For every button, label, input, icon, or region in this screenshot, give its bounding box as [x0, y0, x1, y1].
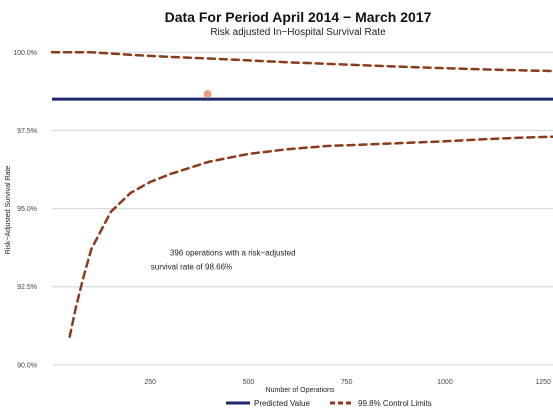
- series-line: [50, 51, 553, 73]
- x-axis-label: Number of Operations: [266, 387, 335, 394]
- y-tick-label: 95.0%: [17, 206, 37, 213]
- x-tick-label: 250: [144, 379, 156, 386]
- y-axis-ticks: 90.0% 92.5% 95.0% 97.5% 100.0%: [13, 50, 37, 370]
- y-tick-label: 100.0%: [13, 50, 37, 57]
- x-tick-label: 1250: [535, 379, 551, 386]
- annotation-line-2: survival rate of 98.66%: [151, 262, 232, 271]
- series-line: [68, 135, 553, 338]
- x-tick-label: 1000: [437, 379, 453, 386]
- legend-label-control-limits: 99.8% Control Limits: [358, 399, 432, 408]
- y-tick-label: 92.5%: [17, 284, 37, 291]
- x-tick-label: 750: [341, 379, 353, 386]
- chart-title: Data For Period April 2014 − March 2017: [165, 9, 432, 25]
- data-points: [203, 90, 212, 99]
- x-tick-label: 500: [243, 379, 255, 386]
- series-lines: [50, 51, 553, 338]
- data-point: [203, 90, 212, 99]
- y-tick-label: 90.0%: [17, 362, 37, 369]
- x-axis-ticks: 250 500 750 1000 1250: [144, 379, 551, 386]
- grid-lines: [52, 51, 553, 366]
- y-axis-label: Risk−Adjusted Survival Rate: [5, 166, 12, 255]
- chart-subtitle: Risk adjusted In−Hospital Survival Rate: [210, 27, 386, 38]
- legend-label-predicted-value: Predicted Value: [254, 399, 310, 408]
- legend: Predicted Value 99.8% Control Limits: [226, 399, 432, 408]
- y-tick-label: 97.5%: [17, 128, 37, 135]
- annotation-line-1: 396 operations with a risk−adjusted: [170, 248, 296, 257]
